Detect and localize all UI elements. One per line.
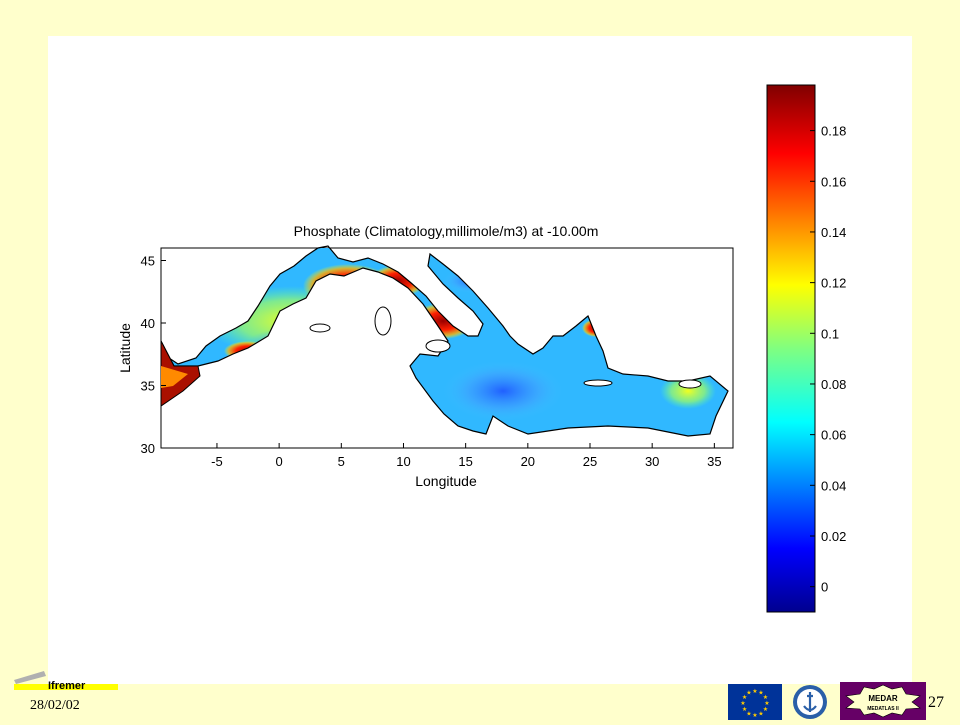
colorbar-tick-label: 0.1 bbox=[821, 326, 839, 341]
island-crete bbox=[583, 379, 613, 387]
y-axis: 45 40 35 30 bbox=[141, 254, 166, 456]
colorbar-tick-label: 0.02 bbox=[821, 529, 846, 544]
x-tick-label: -5 bbox=[211, 454, 223, 469]
page-number: 27 bbox=[928, 694, 944, 711]
y-tick-label: 45 bbox=[141, 254, 155, 269]
y-axis-label: Latitude bbox=[117, 323, 133, 373]
eu-star-icon: ★ bbox=[742, 706, 747, 713]
x-axis-label: Longitude bbox=[415, 473, 477, 489]
x-tick-label: 35 bbox=[707, 454, 721, 469]
medar-title: MEDAR bbox=[868, 694, 898, 703]
y-tick-label: 30 bbox=[141, 441, 155, 456]
island-balearic bbox=[309, 323, 331, 333]
ifremer-logo-text: Ifremer bbox=[48, 680, 86, 692]
colorbar-tick-label: 0.12 bbox=[821, 276, 846, 291]
medar-medatlas-logo: MEDAR MEDATLAS II bbox=[840, 682, 926, 720]
ionian-low bbox=[443, 361, 563, 421]
eu-star-icon: ★ bbox=[763, 706, 768, 713]
eu-star-icon: ★ bbox=[752, 688, 757, 695]
colorbar-tick-label: 0.06 bbox=[821, 428, 846, 443]
x-tick-label: 30 bbox=[645, 454, 659, 469]
ioc-logo bbox=[790, 684, 830, 720]
x-tick-label: 0 bbox=[276, 454, 283, 469]
x-tick-label: 15 bbox=[458, 454, 472, 469]
atlantic-field bbox=[160, 340, 201, 407]
colorbar bbox=[766, 84, 816, 613]
footer-date: 28/02/02 bbox=[30, 698, 80, 713]
levantine-yellow bbox=[660, 373, 716, 409]
island-corsica-sardinia bbox=[374, 306, 392, 336]
eu-flag-logo: ★ ★ ★ ★ ★ ★ ★ ★ ★ ★ ★ ★ bbox=[728, 684, 782, 720]
island-cyprus bbox=[678, 379, 702, 389]
island-sicily bbox=[425, 339, 451, 353]
x-tick-label: 10 bbox=[396, 454, 410, 469]
phosphate-map-figure: Phosphate (Climatology,millimole/m3) at … bbox=[117, 84, 846, 613]
x-axis: -5 0 5 10 15 20 25 30 35 bbox=[211, 443, 722, 469]
colorbar-tick-label: 0.18 bbox=[821, 124, 846, 139]
x-tick-label: 25 bbox=[583, 454, 597, 469]
colorbar-tick-label: 0.04 bbox=[821, 478, 846, 493]
eu-star-icon: ★ bbox=[746, 710, 751, 717]
eu-star-icon: ★ bbox=[758, 710, 763, 717]
ifremer-logo bbox=[14, 668, 118, 694]
eu-star-icon: ★ bbox=[752, 712, 757, 719]
colorbar-tick-label: 0.14 bbox=[821, 225, 846, 240]
medar-subtitle: MEDATLAS II bbox=[867, 706, 899, 712]
colorbar-tick-label: 0 bbox=[821, 580, 828, 595]
eu-star-icon: ★ bbox=[746, 690, 751, 697]
colorbar-axis: 0.18 0.16 0.14 0.12 0.1 0.08 0.06 0.04 0.02 0 bbox=[810, 124, 846, 595]
map-title: Phosphate (Climatology,millimole/m3) at … bbox=[294, 223, 599, 239]
eu-star-icon: ★ bbox=[742, 694, 747, 701]
slide-panel: Phosphate (Climatology,millimole/m3) at … bbox=[48, 36, 912, 684]
colorbar-tick-label: 0.16 bbox=[821, 174, 846, 189]
x-tick-label: 5 bbox=[338, 454, 345, 469]
islands bbox=[309, 306, 702, 389]
eu-star-icon: ★ bbox=[763, 694, 768, 701]
y-tick-label: 35 bbox=[141, 379, 155, 394]
eu-star-icon: ★ bbox=[758, 690, 763, 697]
x-tick-label: 20 bbox=[521, 454, 535, 469]
eu-star-icon: ★ bbox=[740, 700, 745, 707]
y-tick-label: 40 bbox=[141, 316, 155, 331]
colorbar-tick-label: 0.08 bbox=[821, 377, 846, 392]
eu-star-icon: ★ bbox=[764, 700, 769, 707]
